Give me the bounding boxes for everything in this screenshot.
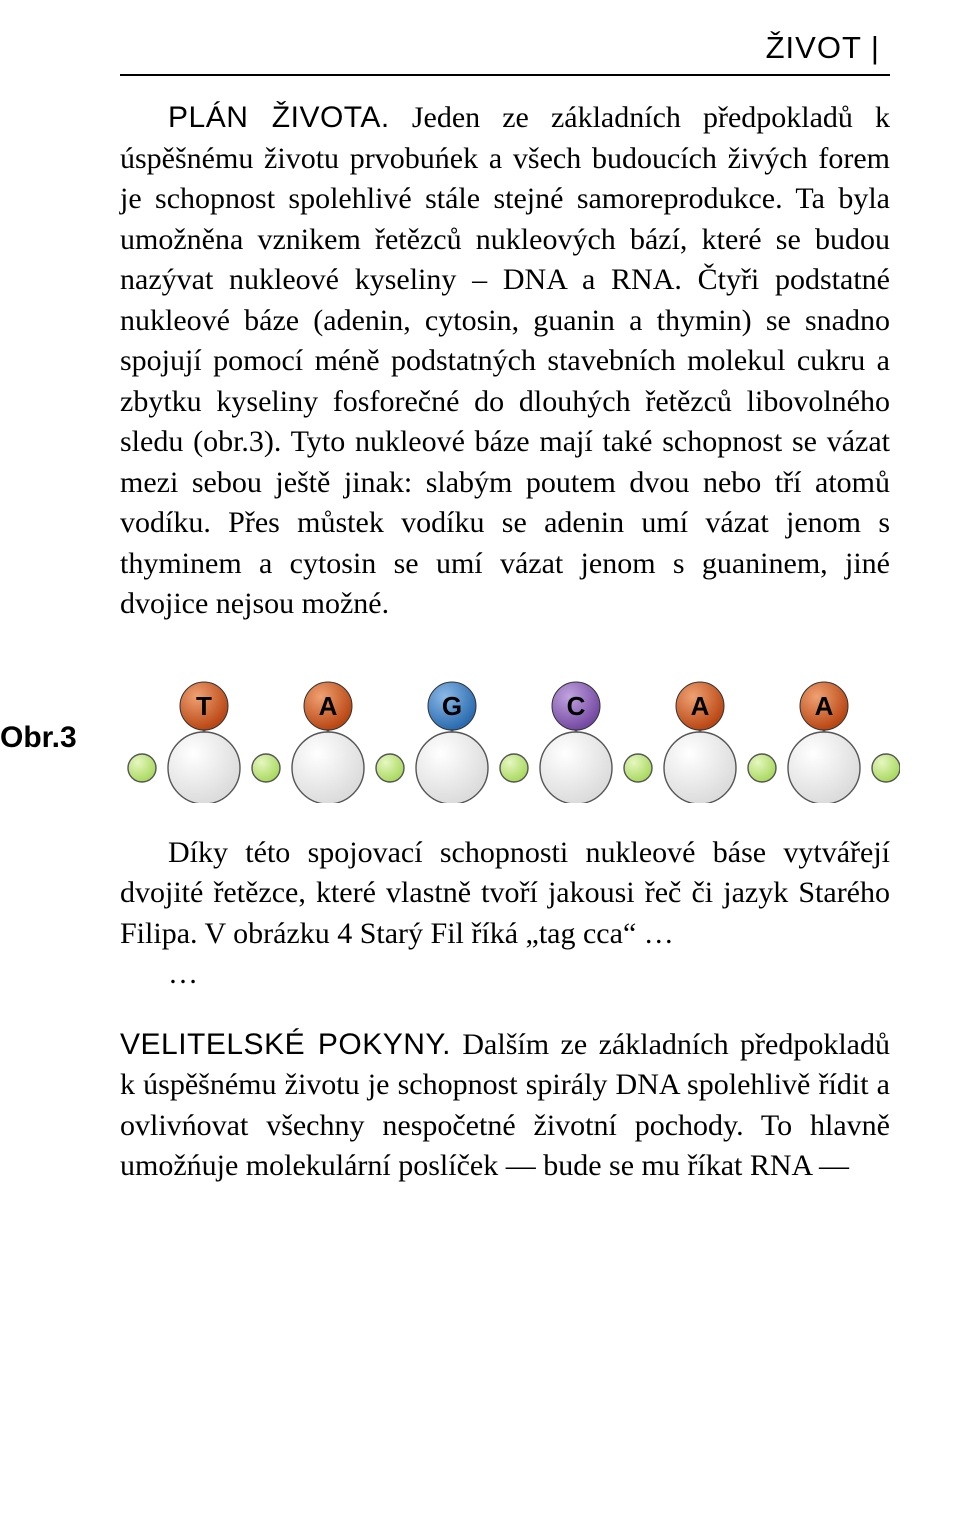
page: ŽIVOT | PLÁN ŽIVOTA. Jeden ze základních… [0,0,960,1217]
svg-text:C: C [567,691,586,721]
paragraph-plan-text: Jeden ze základních předpokladů k úspěšn… [120,101,890,620]
section-title-orders: VELITELSKÉ POKYNY. [120,1028,451,1061]
paragraph-chain: Díky této spojovací schopnosti nukleové … [120,833,890,955]
figure-3: Obr.3 [0,673,890,803]
svg-text:A: A [319,691,338,721]
svg-text:T: T [196,691,212,721]
figure-label: Obr.3 [0,721,120,755]
body-column-2: Díky této spojovací schopnosti nukleové … [120,833,890,1187]
paragraph-plan: PLÁN ŽIVOTA. Jeden ze základních předpok… [120,98,890,625]
paragraph-chain-text: Díky této spojovací schopnosti nukleové … [120,836,890,950]
paragraph-orders: VELITELSKÉ POKYNY. Dalším ze základních … [120,1025,890,1187]
page-header-section: ŽIVOT | [0,30,890,66]
header-rule [120,74,890,76]
svg-text:A: A [691,691,710,721]
paragraph-ellipsis: … [168,954,890,995]
dna-chain-diagram: TAGCAA [120,673,900,803]
svg-text:G: G [442,691,462,721]
section-title-plan: PLÁN ŽIVOTA. [168,101,390,134]
spacer [120,995,890,1025]
body-column: PLÁN ŽIVOTA. Jeden ze základních předpok… [120,98,890,625]
svg-text:A: A [815,691,834,721]
